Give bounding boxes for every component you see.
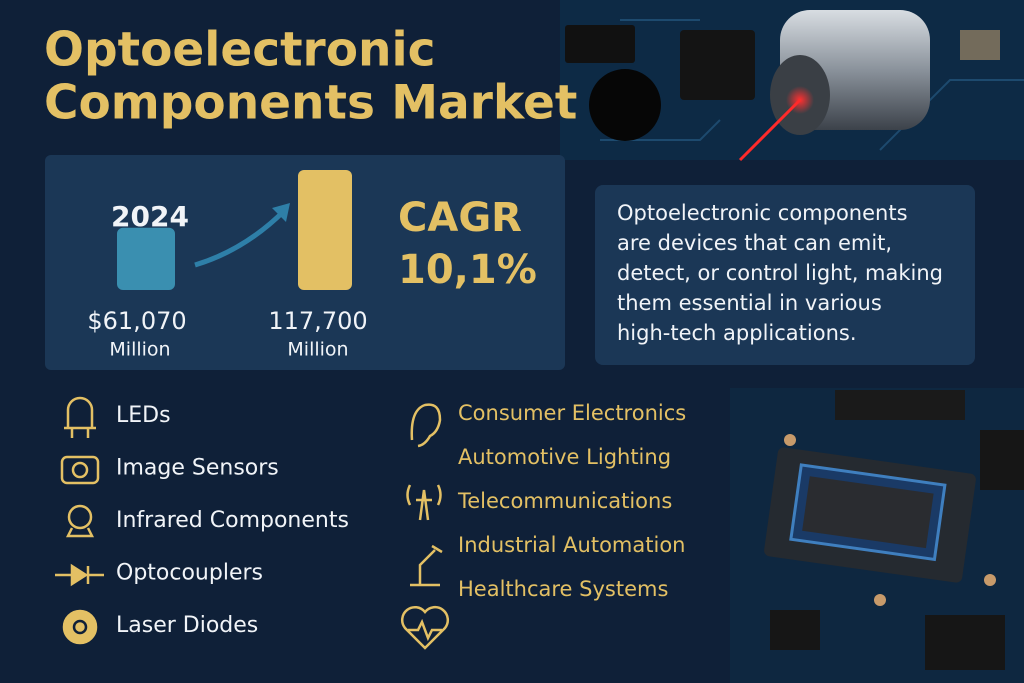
unit: Million [287,339,348,361]
market-bar [298,170,352,290]
market-bar [117,227,175,290]
description-line: high-tech applications. [617,321,857,345]
title-line: Optoelectronic [44,23,435,78]
year: 2024 [111,200,189,233]
description-line: Optoelectronic components [617,201,908,225]
value-label: 117,700 [268,307,367,335]
application: Healthcare Systems [458,577,668,601]
title-line: Components Market [44,76,577,131]
description-line: them essential in various [617,291,882,315]
application: Telecommunications [457,489,672,513]
application: Industrial Automation [458,533,685,557]
cagr-value: 10,1% [398,247,537,293]
component-icons [55,396,104,645]
arrow-head [272,203,290,222]
component: LEDs [116,403,171,428]
laser-photo [560,0,1024,162]
chip-photo [730,388,1024,683]
application: Consumer Electronics [458,401,686,425]
component: Image Sensors [116,456,279,481]
component: Laser Diodes [116,613,258,638]
value-label: $61,070 [87,307,186,335]
application: Automotive Lighting [458,445,671,469]
description-line: detect, or control light, making [617,261,943,285]
growth-arrow [194,208,287,268]
component: Infrared Components [116,508,349,533]
cagr-label: CAGR [398,195,522,241]
description-line: are devices that can emit, [617,231,892,255]
description-panel [595,185,975,365]
application-icons [400,403,450,650]
component: Optocouplers [116,561,263,586]
unit: Million [109,339,170,361]
